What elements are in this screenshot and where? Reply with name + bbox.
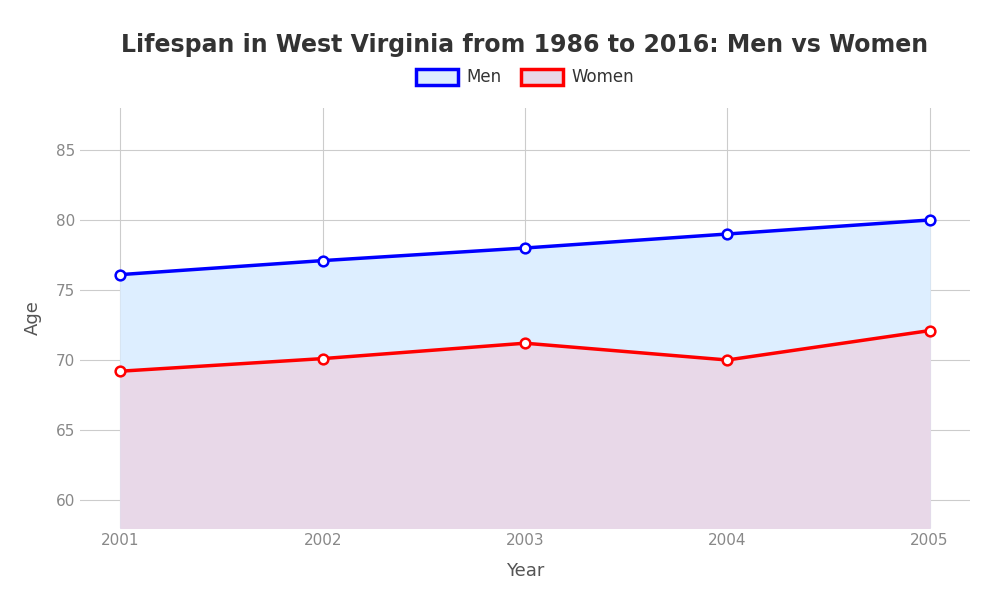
- Women: [317, 355, 329, 362]
- Legend: Men, Women: Men, Women: [409, 62, 641, 93]
- Line: Men: Men: [116, 215, 934, 280]
- X-axis label: Year: Year: [506, 562, 544, 580]
- Women: [721, 356, 733, 364]
- Men: [519, 244, 531, 251]
- Women: [519, 340, 531, 347]
- Men: [721, 230, 733, 238]
- Men: [317, 257, 329, 264]
- Women: [114, 368, 126, 375]
- Women: [924, 327, 936, 334]
- Y-axis label: Age: Age: [24, 301, 42, 335]
- Men: [924, 217, 936, 224]
- Men: [114, 271, 126, 278]
- Line: Women: Women: [116, 326, 934, 376]
- Title: Lifespan in West Virginia from 1986 to 2016: Men vs Women: Lifespan in West Virginia from 1986 to 2…: [121, 34, 929, 58]
